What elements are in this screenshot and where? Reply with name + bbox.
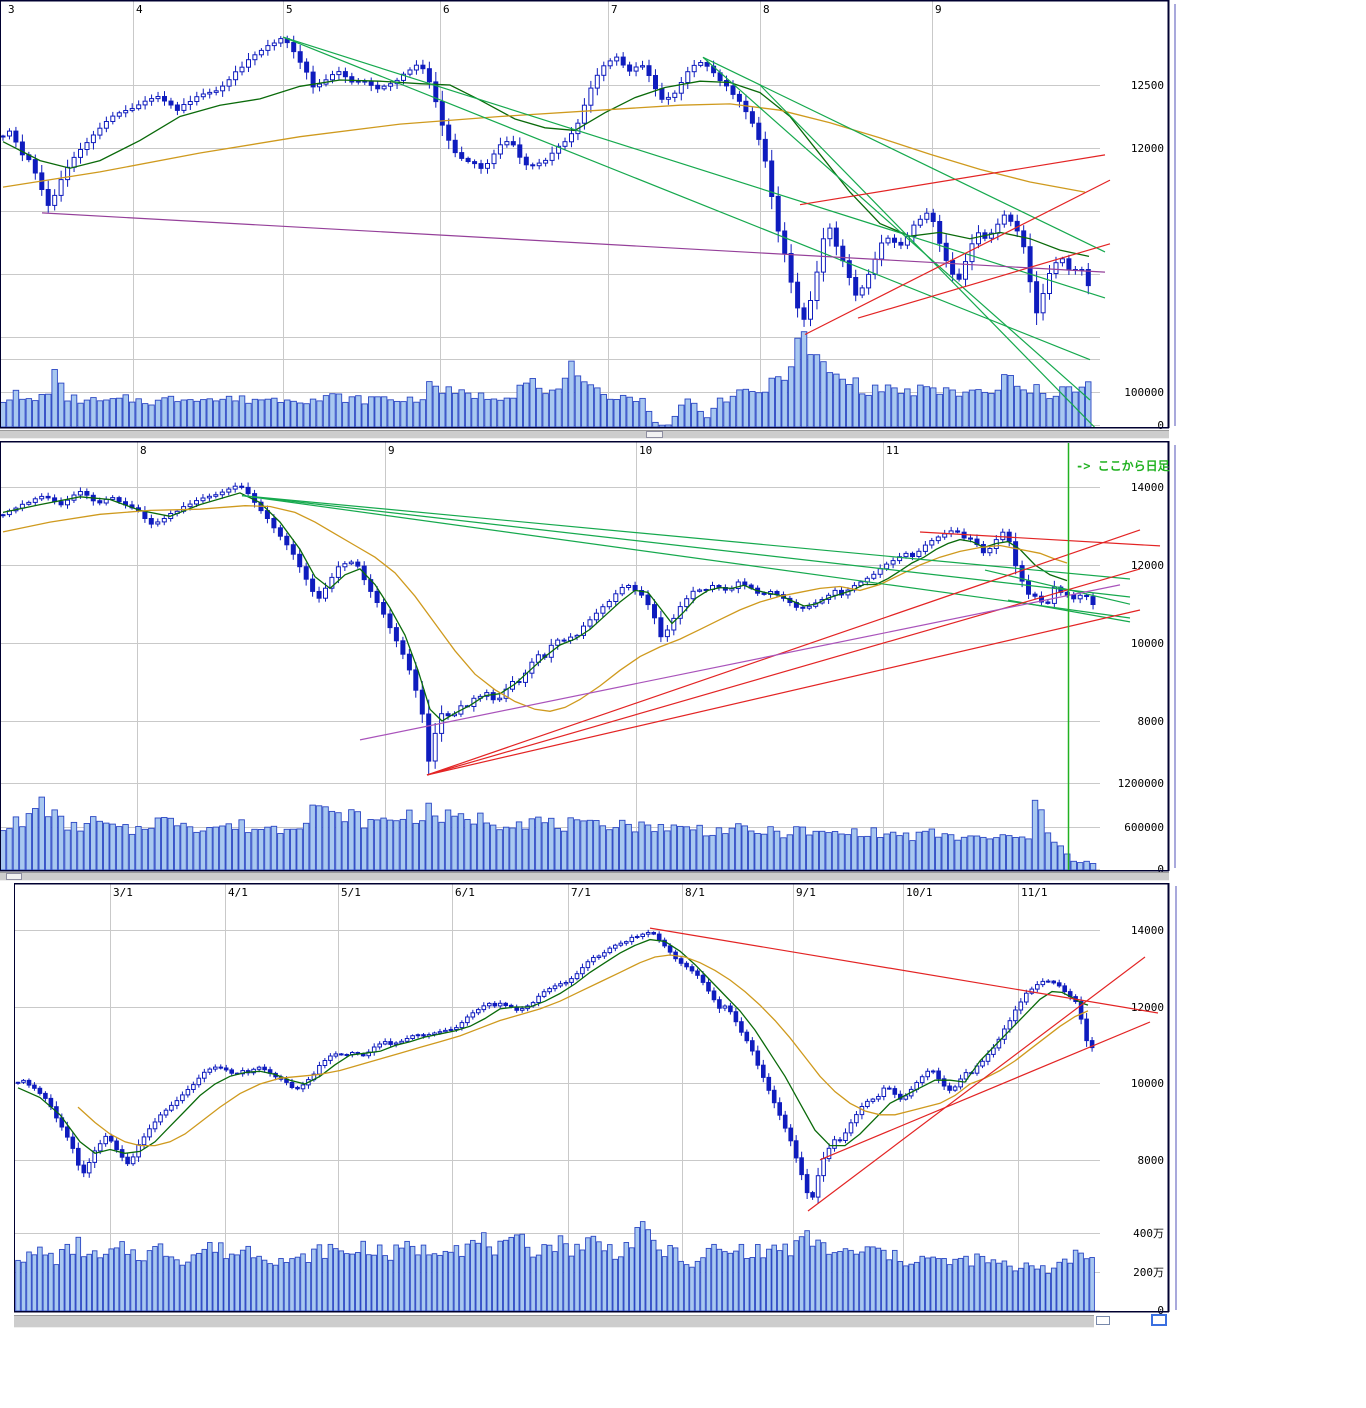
trendline-red-3[interactable]: [857, 243, 1111, 319]
long-ma-line: [2, 103, 1086, 193]
chart-2-hscrollbar-track[interactable]: [0, 872, 1169, 881]
x-tick-label: 9: [388, 444, 395, 457]
trendline-purple[interactable]: [41, 212, 1106, 273]
axis-labels: 3/1 4/1 5/1 6/1 7/1 8/1 9/1 10/1 11/1 14000 12000 1…: [113, 886, 1164, 1317]
x-tick-label: 5: [286, 3, 293, 16]
chart-3-scroll-box-2[interactable]: [1151, 1314, 1167, 1326]
y-tick-label: 8000: [1138, 715, 1165, 728]
x-tick-label: 10: [639, 444, 652, 457]
y-tick-label: 12000: [1131, 1001, 1164, 1014]
y-tick-label: 12000: [1131, 142, 1164, 155]
trendline-red-3[interactable]: [426, 609, 1141, 776]
trendline-green-1[interactable]: [282, 36, 1106, 299]
channel-green-seg-1[interactable]: [984, 569, 1131, 605]
y-tick-label: 1200000: [1118, 777, 1164, 790]
y-tick-label: 0: [1157, 1304, 1164, 1317]
x-tick-label: 10/1: [906, 886, 933, 899]
panel-border: [14, 882, 1170, 1313]
chart-1-vscrollbar[interactable]: [1174, 4, 1176, 426]
trendline-red-support[interactable]: [819, 1021, 1151, 1161]
trendline-green-3[interactable]: [702, 56, 1106, 253]
trendline-red-4[interactable]: [919, 531, 1161, 547]
trendline-green-fan-2[interactable]: [241, 495, 1131, 598]
trendline-purple[interactable]: [359, 584, 1121, 741]
trendline-red-1[interactable]: [426, 529, 1141, 776]
bottom-chart-panel: 3/1 4/1 5/1 6/1 7/1 8/1 9/1 10/1 11/1 14000 12000 1…: [14, 882, 1170, 1317]
y-tick-label: 0: [1157, 863, 1164, 876]
y-tick-label: 12500: [1131, 79, 1164, 92]
x-tick-label: 4: [136, 3, 143, 16]
trendline-red-2[interactable]: [426, 568, 1141, 776]
x-tick-label: 11/1: [1021, 886, 1048, 899]
candlestick-series: [0, 35, 1091, 327]
volume-series: [0, 796, 1097, 871]
chart-3-scroll-box-1[interactable]: [1096, 1316, 1110, 1325]
y-tick-label: 14000: [1131, 481, 1164, 494]
x-tick-label: 8: [763, 3, 770, 16]
axis-labels: 3 4 5 6 7 8 9 12500 12000 100000 0: [8, 3, 1164, 432]
x-tick-label: 7/1: [571, 886, 591, 899]
chart-2-hscrollbar-thumb[interactable]: [6, 873, 22, 880]
x-tick-label: 3/1: [113, 886, 133, 899]
x-tick-label: 6: [443, 3, 450, 16]
trendline-red-1[interactable]: [804, 179, 1111, 336]
chart-2-vscrollbar[interactable]: [1174, 445, 1176, 868]
candlestick-series: [0, 482, 1096, 776]
x-tick-label: 4/1: [228, 886, 248, 899]
y-tick-label: 100000: [1124, 386, 1164, 399]
y-tick-label: 400万: [1133, 1227, 1164, 1240]
volume-series: [0, 331, 1092, 428]
y-tick-label: 0: [1157, 419, 1164, 432]
x-tick-label: 7: [611, 3, 618, 16]
x-tick-label: 9/1: [796, 886, 816, 899]
y-tick-label: 200万: [1133, 1266, 1164, 1279]
trendline-green-fan-3[interactable]: [241, 495, 1131, 619]
volume-series: [15, 1221, 1095, 1312]
trendline-red-2[interactable]: [799, 154, 1106, 206]
x-tick-label: 9: [935, 3, 942, 16]
x-tick-label: 8/1: [685, 886, 705, 899]
x-tick-label: 11: [886, 444, 899, 457]
chart-1-hscrollbar-thumb[interactable]: [646, 431, 663, 438]
gridlines: [14, 884, 1100, 1311]
panel-border: [0, 0, 1170, 429]
top-chart-panel: 3 4 5 6 7 8 9 12500 12000 100000 0: [0, 0, 1170, 432]
short-ma-line: [2, 492, 1068, 722]
trendline-green-2[interactable]: [282, 36, 1091, 361]
x-tick-label: 3: [8, 3, 15, 16]
short-ma-line: [2, 79, 1090, 258]
long-ma-line: [77, 954, 1089, 1147]
long-ma-line: [2, 505, 1068, 712]
trendline-green-5[interactable]: [759, 84, 1096, 429]
trendline-red-ascending[interactable]: [807, 956, 1146, 1212]
trendline-green-4[interactable]: [702, 56, 1091, 401]
x-tick-label: 6/1: [455, 886, 475, 899]
trendline-red-descending[interactable]: [649, 927, 1159, 1014]
chart-3-hscrollbar-track[interactable]: [14, 1315, 1094, 1328]
timeframe-annotation[interactable]: -> ここから日足: [1076, 459, 1170, 473]
short-ma-line: [17, 938, 1089, 1155]
y-tick-label: 10000: [1131, 1077, 1164, 1090]
trendline-green-fan-1[interactable]: [241, 495, 1131, 580]
panel-border: [0, 440, 1170, 872]
y-tick-label: 14000: [1131, 924, 1164, 937]
chart-3-vscrollbar[interactable]: [1175, 886, 1177, 1310]
y-tick-label: 600000: [1124, 821, 1164, 834]
y-tick-label: 10000: [1131, 637, 1164, 650]
candlestick-series: [15, 929, 1095, 1204]
x-tick-label: 5/1: [341, 886, 361, 899]
y-tick-label: 8000: [1138, 1154, 1165, 1167]
x-tick-label: 8: [140, 444, 147, 457]
chart-1-hscrollbar-track[interactable]: [0, 430, 1169, 439]
